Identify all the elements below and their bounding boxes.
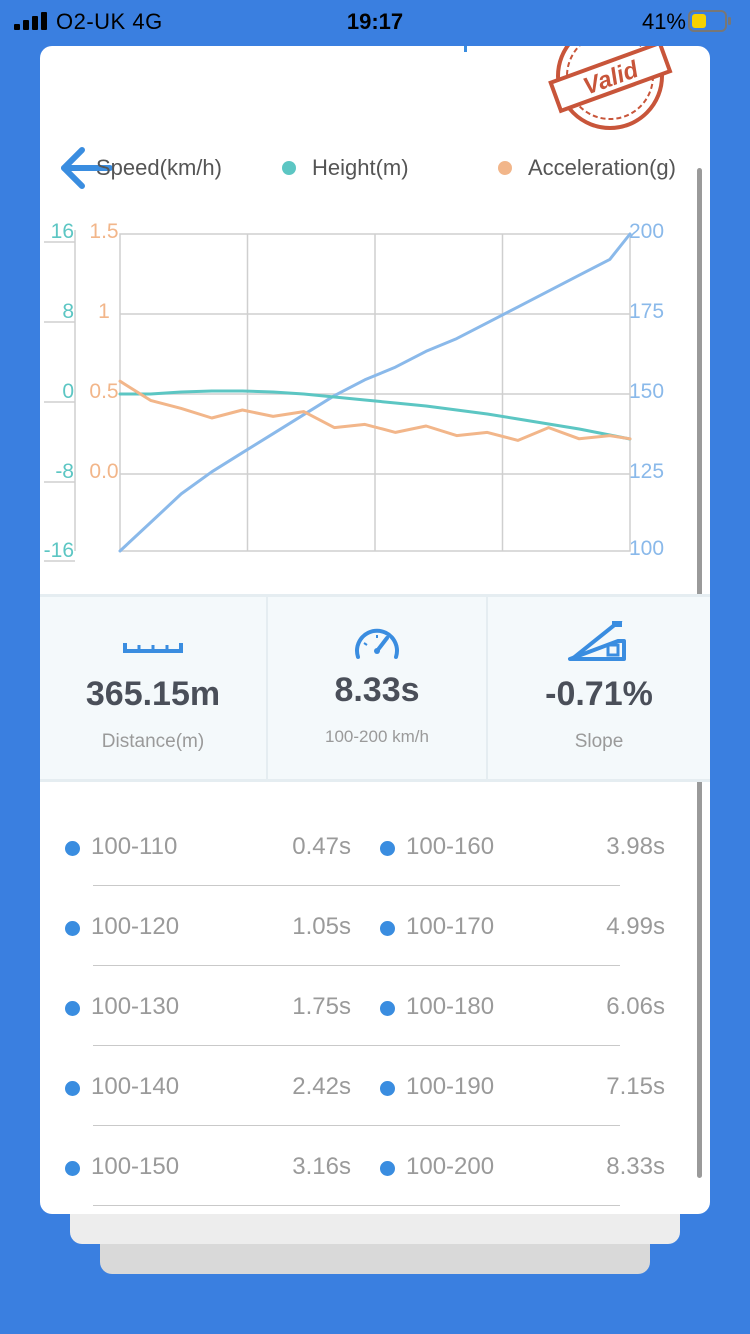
split-row: 100-150 3.16s 100-200 8.33s xyxy=(40,1126,710,1206)
speedometer-icon xyxy=(355,628,399,659)
split-range: 100-170 xyxy=(380,913,494,941)
status-bar: O2-UK 4G 19:17 41% xyxy=(0,0,750,44)
split-row: 100-140 2.42s 100-190 7.15s xyxy=(40,1046,710,1126)
split-time: 7.15s xyxy=(606,1073,665,1100)
acceleration-tick-label: 1 xyxy=(98,300,110,323)
legend-acceleration-label: Acceleration(g) xyxy=(528,155,676,180)
split-range: 100-190 xyxy=(380,1073,494,1101)
split-time: 4.99s xyxy=(606,913,665,940)
distance-label: Distance(m) xyxy=(101,731,205,752)
height-tick-label: -16 xyxy=(44,539,74,562)
time-stat: 8.33s 100-200 km/h xyxy=(268,597,486,779)
split-range: 100-110 xyxy=(65,833,177,861)
split-time: 8.33s xyxy=(606,1153,665,1180)
split-time: 2.42s xyxy=(292,1073,351,1100)
speed-tick-label: 175 xyxy=(629,300,664,323)
distance-stat: 365.15m Distance(m) xyxy=(40,597,266,779)
stats-divider xyxy=(266,597,268,779)
legend-acceleration-dot xyxy=(498,161,512,175)
acceleration-line xyxy=(118,379,632,442)
split-dot xyxy=(380,1081,395,1096)
split-dot xyxy=(380,1161,395,1176)
battery-percent: 41% xyxy=(641,9,686,34)
carrier-label: O2-UK 4G xyxy=(56,9,163,34)
split-row: 100-120 1.05s 100-170 4.99s xyxy=(40,886,710,966)
ruler-icon xyxy=(123,643,183,653)
split-time: 3.98s xyxy=(606,833,665,860)
stats-divider xyxy=(486,597,488,779)
split-time: 6.06s xyxy=(606,993,665,1020)
slope-value: -0.71% xyxy=(545,675,653,713)
split-row: 100-130 1.75s 100-180 6.06s xyxy=(40,966,710,1046)
split-dot xyxy=(380,841,395,856)
signal-icon xyxy=(14,12,47,30)
legend-height[interactable]: Height(m) xyxy=(282,155,409,181)
speed-line xyxy=(118,232,632,553)
distance-value: 365.15m xyxy=(85,675,221,713)
split-time: 0.47s xyxy=(292,833,351,860)
split-time: 1.05s xyxy=(292,913,351,940)
split-range: 100-120 xyxy=(65,913,179,941)
height-tick-label: -8 xyxy=(55,460,74,483)
split-range: 100-150 xyxy=(65,1153,179,1181)
row-divider xyxy=(93,885,620,886)
split-dot xyxy=(65,1161,80,1176)
split-time: 1.75s xyxy=(292,993,351,1020)
speed-tick-label: 100 xyxy=(629,537,664,560)
split-dot xyxy=(380,1001,395,1016)
height-tick-label: 0 xyxy=(62,380,74,403)
split-range: 100-180 xyxy=(380,993,494,1021)
acceleration-tick-label: 0.0 xyxy=(89,460,118,483)
split-range: 100-200 xyxy=(380,1153,494,1181)
split-dot xyxy=(380,921,395,936)
split-dot xyxy=(65,921,80,936)
height-line xyxy=(118,389,632,441)
row-divider xyxy=(93,1205,620,1206)
row-divider xyxy=(93,1045,620,1046)
valid-stamp: Valid xyxy=(548,46,673,130)
time-label: 100-200 km/h xyxy=(325,727,429,746)
back-arrow-icon[interactable] xyxy=(58,146,114,190)
battery-icon xyxy=(688,10,731,32)
split-dot xyxy=(65,841,80,856)
row-divider xyxy=(93,965,620,966)
height-tick-label: 8 xyxy=(62,300,74,323)
split-range: 100-140 xyxy=(65,1073,179,1101)
split-range: 100-160 xyxy=(380,833,494,861)
top-marker xyxy=(464,46,467,52)
slope-icon xyxy=(568,621,626,661)
clock: 19:17 xyxy=(346,9,404,34)
stats-panel: 365.15m Distance(m) 8.33s 100-200 km/h xyxy=(40,594,710,782)
acceleration-tick-label: 0.5 xyxy=(89,380,118,403)
time-value: 8.33s xyxy=(334,671,420,709)
split-dot xyxy=(65,1081,80,1096)
split-range: 100-130 xyxy=(65,993,179,1021)
legend-height-dot xyxy=(282,161,296,175)
legend-acceleration[interactable]: Acceleration(g) xyxy=(498,155,676,181)
legend-height-label: Height(m) xyxy=(312,155,409,180)
legend-speed-label: Speed(km/h) xyxy=(96,155,222,180)
split-dot xyxy=(65,1001,80,1016)
speed-tick-label: 150 xyxy=(629,380,664,403)
result-card: Valid Speed(km/h) Height(m) Acceleration… xyxy=(40,46,710,1214)
acceleration-tick-label: 1.5 xyxy=(89,220,118,243)
slope-stat: -0.71% Slope xyxy=(488,597,710,779)
slope-label: Slope xyxy=(574,731,624,752)
speed-tick-label: 125 xyxy=(629,460,664,483)
split-row: 100-110 0.47s 100-160 3.98s xyxy=(40,806,710,886)
split-time: 3.16s xyxy=(292,1153,351,1180)
run-chart: 16 8 0 -8 -16 1.5 1 0.5 0.0 200 175 150 125 100 xyxy=(44,220,664,562)
row-divider xyxy=(93,1125,620,1126)
legend-speed[interactable]: Speed(km/h) xyxy=(96,155,222,181)
speed-tick-label: 200 xyxy=(629,220,664,243)
height-tick-label: 16 xyxy=(51,220,74,243)
